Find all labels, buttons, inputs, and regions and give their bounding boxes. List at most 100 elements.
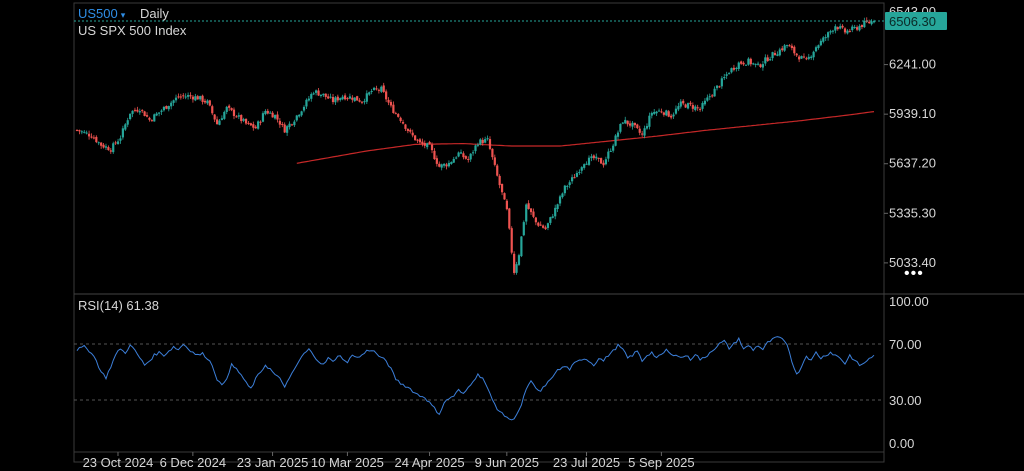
candle bbox=[769, 56, 772, 61]
candle-body bbox=[249, 123, 252, 126]
candle bbox=[544, 225, 547, 230]
candle bbox=[283, 122, 286, 133]
last-price-label: 6506.30 bbox=[889, 14, 936, 29]
candle-body bbox=[537, 222, 540, 226]
candle bbox=[491, 148, 494, 160]
candle bbox=[261, 111, 265, 123]
x-tick-label: 23 Oct 2024 bbox=[83, 455, 154, 470]
candle bbox=[479, 138, 482, 146]
candle-body bbox=[595, 156, 598, 159]
candle-body bbox=[679, 101, 682, 107]
candle-body bbox=[264, 110, 267, 115]
candle-body bbox=[310, 94, 313, 99]
candle bbox=[798, 54, 801, 63]
candle-body bbox=[273, 114, 277, 119]
candle bbox=[699, 107, 702, 112]
candle-body bbox=[858, 25, 861, 31]
x-tick-label: 6 Dec 2024 bbox=[160, 455, 227, 470]
candle bbox=[645, 123, 649, 130]
candle-body bbox=[841, 25, 844, 28]
candle bbox=[503, 192, 506, 200]
candle bbox=[619, 123, 622, 134]
candle bbox=[566, 184, 569, 190]
candle bbox=[551, 213, 554, 219]
candle-body bbox=[300, 111, 303, 116]
symbol-selector[interactable]: US500 ▾ bbox=[78, 6, 125, 21]
candle bbox=[674, 105, 678, 115]
candle-body bbox=[213, 114, 216, 120]
candle-body bbox=[293, 121, 296, 126]
last-price-tag bbox=[885, 12, 947, 31]
candle-body bbox=[793, 46, 796, 54]
candle-body bbox=[566, 185, 569, 187]
candle-body bbox=[604, 159, 608, 165]
candle bbox=[694, 104, 697, 112]
candle-body bbox=[158, 112, 161, 114]
candle bbox=[201, 94, 204, 105]
candle bbox=[537, 221, 540, 227]
candle bbox=[293, 119, 296, 128]
candle bbox=[124, 123, 127, 131]
candle bbox=[242, 117, 245, 123]
candle-body bbox=[807, 56, 810, 59]
price-tick-label: 6241.00 bbox=[889, 57, 936, 72]
candle bbox=[100, 142, 103, 149]
candle bbox=[107, 145, 110, 151]
candle-body bbox=[327, 96, 330, 99]
candle bbox=[329, 93, 332, 99]
candle bbox=[126, 117, 129, 128]
candle bbox=[271, 111, 274, 118]
candle bbox=[527, 200, 530, 210]
candle-body bbox=[488, 139, 492, 149]
candle bbox=[539, 221, 542, 226]
candle-body bbox=[783, 45, 786, 51]
candle bbox=[426, 142, 429, 150]
candle-body bbox=[131, 110, 134, 114]
candle bbox=[496, 163, 499, 177]
candle bbox=[382, 82, 385, 93]
candle-body bbox=[235, 116, 238, 118]
candle bbox=[730, 67, 733, 74]
more-dots-icon[interactable]: ••• bbox=[904, 265, 924, 282]
candle-body bbox=[184, 96, 187, 98]
candle-body bbox=[474, 145, 477, 152]
candle bbox=[761, 61, 765, 71]
candle bbox=[467, 156, 470, 163]
candle bbox=[119, 135, 122, 144]
candle bbox=[595, 153, 598, 161]
candle bbox=[288, 121, 291, 130]
candle-body bbox=[406, 128, 409, 132]
candle bbox=[486, 135, 489, 141]
candle-body bbox=[761, 64, 765, 68]
candle-body bbox=[657, 110, 661, 112]
candle-body bbox=[568, 182, 571, 186]
period-label[interactable]: Daily bbox=[140, 6, 169, 21]
candle-body bbox=[223, 111, 226, 119]
candle bbox=[554, 204, 557, 220]
candle-body bbox=[90, 136, 93, 138]
candle bbox=[179, 93, 182, 100]
candle bbox=[281, 121, 284, 128]
candle bbox=[235, 115, 238, 118]
candle bbox=[841, 24, 844, 29]
candle bbox=[607, 148, 610, 162]
candle-body bbox=[513, 253, 516, 273]
candle-body bbox=[170, 102, 173, 107]
candle-body bbox=[592, 155, 595, 159]
candle bbox=[817, 44, 820, 50]
candle bbox=[773, 50, 777, 56]
candle bbox=[558, 194, 562, 207]
candle-body bbox=[855, 27, 859, 30]
candle bbox=[336, 94, 339, 103]
candle bbox=[568, 180, 571, 189]
symbol-label: US500 bbox=[78, 6, 118, 21]
candle-body bbox=[215, 119, 219, 125]
candle-body bbox=[469, 153, 472, 160]
instrument-name: US SPX 500 Index bbox=[78, 23, 187, 38]
x-tick-label: 24 Apr 2025 bbox=[394, 455, 464, 470]
candle bbox=[788, 44, 791, 47]
candle bbox=[228, 104, 231, 111]
candle bbox=[532, 208, 535, 219]
candle bbox=[851, 24, 854, 33]
